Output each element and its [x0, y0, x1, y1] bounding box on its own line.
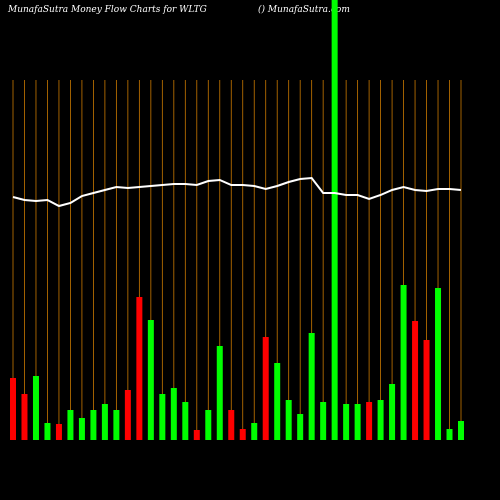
- bar: [193, 430, 200, 440]
- bar: [320, 402, 327, 440]
- bar: [446, 429, 453, 440]
- bar: [10, 378, 16, 440]
- bar: [228, 410, 235, 440]
- bar: [458, 421, 464, 440]
- bar: [21, 394, 28, 440]
- bar: [366, 402, 373, 440]
- bar: [400, 285, 407, 440]
- bar: [377, 400, 384, 440]
- bar: [297, 414, 304, 440]
- bar: [32, 376, 39, 440]
- bar: [101, 404, 108, 440]
- bar: [78, 418, 85, 440]
- chart-subtitle: () MunafaSutra.com: [258, 4, 350, 15]
- bar: [67, 410, 74, 440]
- bar: [331, 0, 338, 440]
- bar: [205, 410, 212, 440]
- bar: [44, 423, 51, 440]
- chart-title: MunafaSutra Money Flow Charts for WLTG: [7, 5, 207, 15]
- bar: [262, 337, 269, 440]
- bar: [147, 320, 154, 440]
- bar: [182, 402, 189, 440]
- bar: [423, 340, 430, 440]
- money-flow-line: [12, 176, 462, 208]
- bar: [170, 388, 177, 440]
- bar: [308, 333, 315, 440]
- bar: [343, 404, 350, 440]
- bar: [90, 410, 97, 440]
- bar: [239, 429, 246, 440]
- bar: [159, 394, 166, 440]
- bar: [55, 424, 62, 440]
- bar: [435, 288, 442, 440]
- bar: [389, 384, 396, 440]
- bar: [251, 423, 258, 440]
- bar: [412, 321, 419, 440]
- bar: [354, 404, 361, 440]
- bar: [136, 297, 143, 440]
- bar: [285, 400, 292, 440]
- bar: [274, 363, 281, 440]
- bar: [124, 390, 131, 440]
- bar: [216, 346, 223, 440]
- bar: [113, 410, 120, 440]
